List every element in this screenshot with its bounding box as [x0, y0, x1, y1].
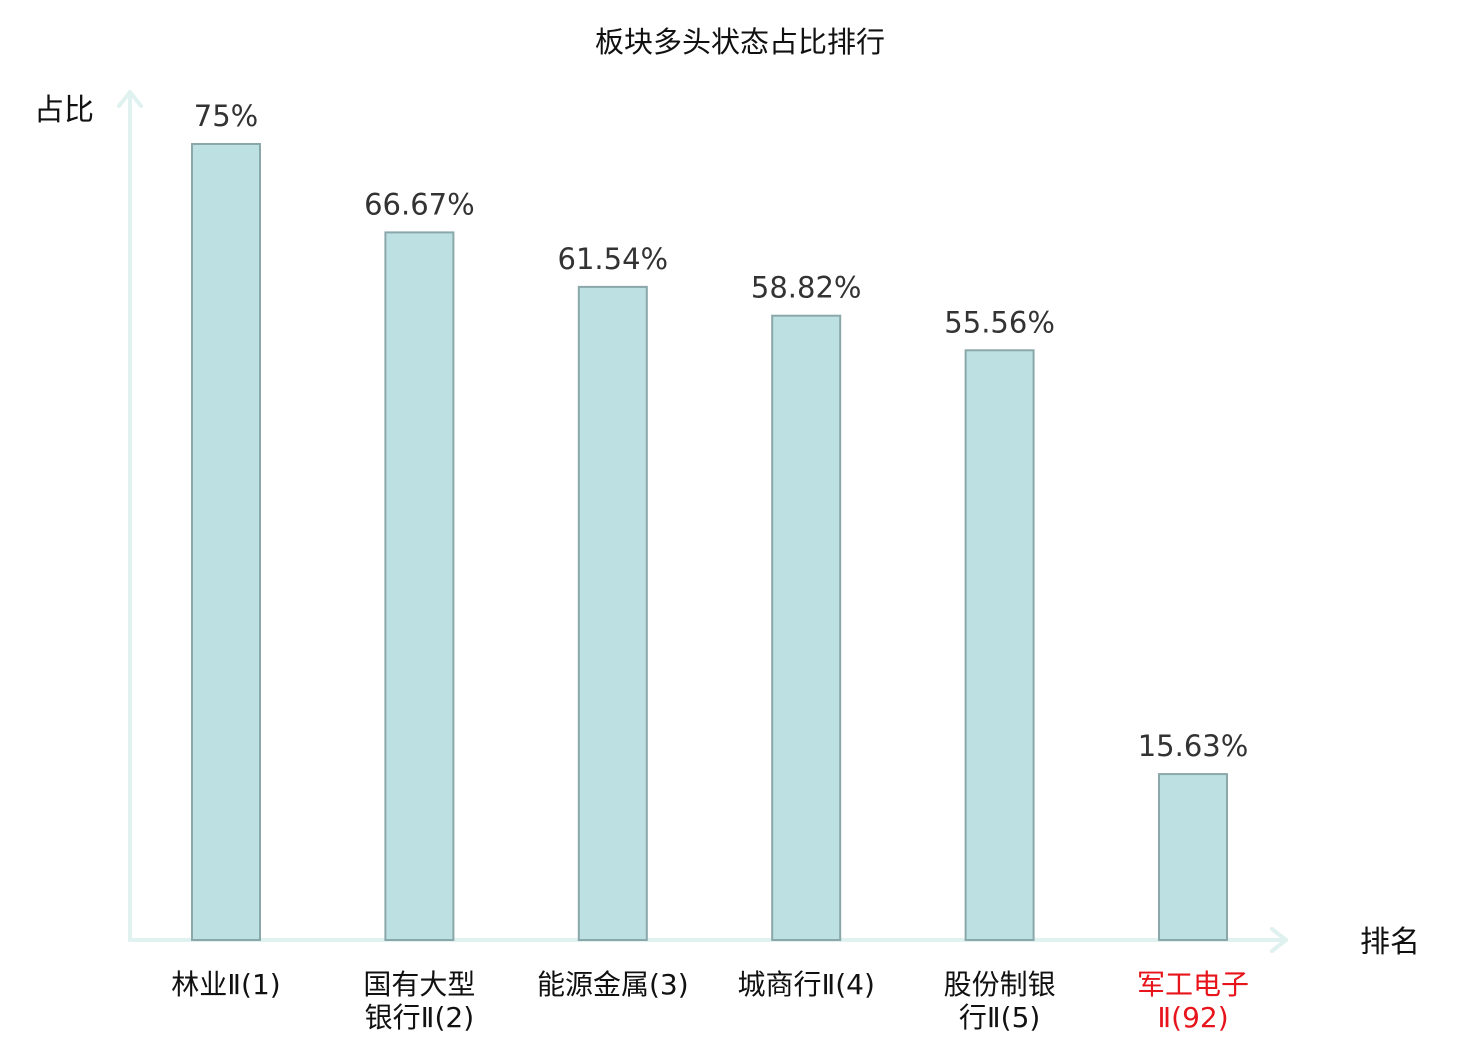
- bar-1: [191, 143, 261, 941]
- axes: [117, 90, 1288, 953]
- category-label-3-line-1: 能源金属(3): [537, 968, 689, 1001]
- bar-3: [577, 285, 648, 941]
- category-label-4: 城商行Ⅱ(4): [737, 968, 874, 1001]
- y-axis-label: 占比: [34, 93, 94, 128]
- x-axis-label: 排名: [1360, 925, 1420, 960]
- category-label-2-line-2: 银行Ⅱ(2): [365, 1001, 474, 1034]
- category-label-5: 股份制银行Ⅱ(5): [944, 968, 1056, 1034]
- value-labels: 75% 66.67% 61.54% 58.82% 55.56% 15.63%: [194, 99, 1249, 763]
- value-label-6: 15.63%: [1138, 729, 1249, 763]
- category-label-5-line-1: 股份制银: [944, 968, 1056, 1001]
- value-label-5: 55.56%: [944, 305, 1055, 339]
- bar-2: [384, 231, 455, 941]
- bars: [191, 143, 1228, 941]
- chart-title: 板块多头状态占比排行: [595, 25, 885, 59]
- category-label-5-line-2: 行Ⅱ(5): [959, 1001, 1040, 1034]
- category-labels: 林业Ⅱ(1) 国有大型银行Ⅱ(2) 能源金属(3) 城商行Ⅱ(4) 股份制银行Ⅱ(5) 军…: [171, 968, 1249, 1034]
- category-label-1-line-1: 林业Ⅱ(1): [171, 968, 280, 1001]
- category-label-2: 国有大型银行Ⅱ(2): [363, 968, 475, 1034]
- category-label-3: 能源金属(3): [537, 968, 689, 1001]
- category-label-6-line-1: 军工电子: [1137, 968, 1249, 1001]
- x-axis-arrow: [1270, 927, 1288, 953]
- value-label-2: 66.67%: [364, 187, 475, 221]
- bar-6: [1158, 773, 1228, 941]
- value-label-1: 75%: [194, 99, 258, 133]
- bar-5: [964, 349, 1035, 941]
- category-label-2-line-1: 国有大型: [363, 968, 475, 1001]
- category-label-6-line-2: Ⅱ(92): [1157, 1001, 1228, 1034]
- category-label-4-line-1: 城商行Ⅱ(4): [737, 968, 874, 1001]
- y-axis-arrow: [117, 90, 143, 108]
- category-label-6: 军工电子 Ⅱ(92): [1137, 968, 1249, 1034]
- value-label-4: 58.82%: [751, 271, 862, 305]
- category-label-1: 林业Ⅱ(1): [171, 968, 280, 1001]
- bar-4: [771, 314, 842, 941]
- value-label-3: 61.54%: [558, 242, 669, 276]
